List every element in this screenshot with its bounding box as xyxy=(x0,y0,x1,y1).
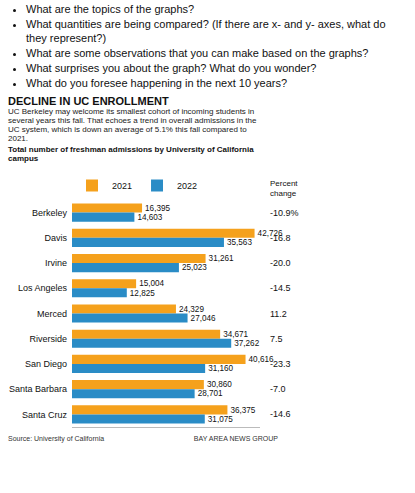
svg-text:-10.9%: -10.9% xyxy=(270,208,299,218)
svg-text:-16.8: -16.8 xyxy=(270,233,291,243)
svg-text:27,046: 27,046 xyxy=(191,314,216,323)
svg-text:40,616: 40,616 xyxy=(249,355,274,364)
svg-text:31,261: 31,261 xyxy=(209,254,234,263)
svg-text:Los Angeles: Los Angeles xyxy=(18,283,68,293)
html-text:DECLINE IN UC ENROLLMENT: DECLINE IN UC ENROLLMENT xyxy=(8,95,169,107)
svg-text:35,563: 35,563 xyxy=(227,238,252,247)
svg-text:-20.0: -20.0 xyxy=(270,258,291,268)
svg-text:15,004: 15,004 xyxy=(139,279,164,288)
svg-text:Percentchange: Percentchange xyxy=(270,179,298,198)
html-text:UC Berkeley may welcome its sm: UC Berkeley may welcome its smallest coh… xyxy=(8,107,257,143)
html-text:What do you foresee happening: What do you foresee happening in the nex… xyxy=(26,77,288,89)
html-text:What are some observations tha: What are some observations that you can … xyxy=(26,47,369,59)
svg-text:-23.3: -23.3 xyxy=(270,359,291,369)
svg-text:24,329: 24,329 xyxy=(179,305,204,314)
svg-text:Santa Cruz: Santa Cruz xyxy=(22,410,68,420)
svg-text:31,160: 31,160 xyxy=(208,364,233,373)
svg-text:25,023: 25,023 xyxy=(182,263,207,272)
html-text:Total number of freshman admis: Total number of freshman admissions by U… xyxy=(8,145,254,163)
svg-text:2022: 2022 xyxy=(177,181,197,191)
svg-text:34,671: 34,671 xyxy=(223,330,248,339)
html-text:What surprises you about the g: What surprises you about the graph? What… xyxy=(26,62,317,74)
svg-text:31,075: 31,075 xyxy=(208,415,233,424)
svg-text:-14.5: -14.5 xyxy=(270,283,291,293)
svg-text:7.5: 7.5 xyxy=(270,334,283,344)
svg-text:42,726: 42,726 xyxy=(258,229,283,238)
html-text:What are the topics of the gra: What are the topics of the graphs? xyxy=(26,3,195,15)
svg-text:30,860: 30,860 xyxy=(207,380,232,389)
svg-text:12,825: 12,825 xyxy=(130,289,155,298)
svg-text:2021: 2021 xyxy=(112,181,132,191)
svg-text:Davis: Davis xyxy=(44,233,67,243)
html-text:Source: University of Californ: Source: University of California xyxy=(8,435,105,442)
svg-text:Santa Barbara: Santa Barbara xyxy=(9,384,67,394)
svg-text:Berkeley: Berkeley xyxy=(32,208,68,218)
svg-text:-7.0: -7.0 xyxy=(270,384,286,394)
html-text:What quantities are being comp: What quantities are being compared? (If … xyxy=(26,18,386,44)
svg-text:36,375: 36,375 xyxy=(230,406,255,415)
svg-text:11.2: 11.2 xyxy=(270,309,287,319)
html-text:BAY AREA NEWS GROUP: BAY AREA NEWS GROUP xyxy=(193,435,278,442)
svg-text:-14.6: -14.6 xyxy=(270,409,291,419)
svg-text:San Diego: San Diego xyxy=(25,359,67,369)
svg-text:37,262: 37,262 xyxy=(234,339,259,348)
svg-text:Merced: Merced xyxy=(37,309,67,319)
svg-text:Irvine: Irvine xyxy=(45,258,67,268)
svg-text:16,395: 16,395 xyxy=(145,204,170,213)
svg-text:28,701: 28,701 xyxy=(198,389,223,398)
svg-text:14,603: 14,603 xyxy=(137,213,162,222)
svg-text:Riverside: Riverside xyxy=(29,334,67,344)
